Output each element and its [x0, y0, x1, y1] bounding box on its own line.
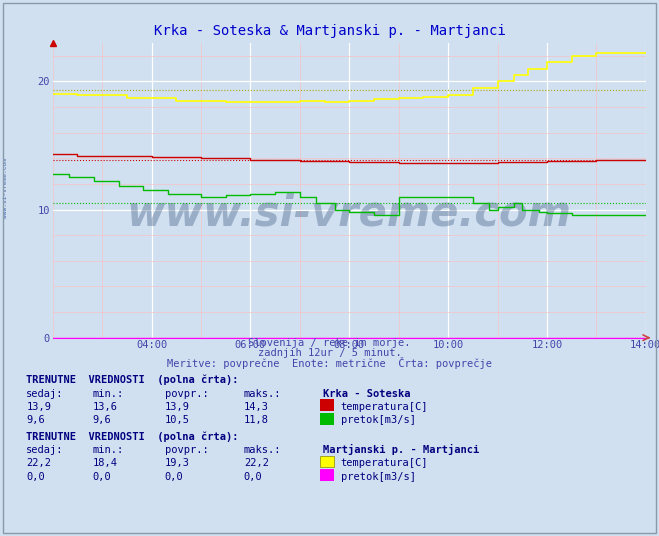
- Text: sedaj:: sedaj:: [26, 389, 64, 399]
- Text: 19,3: 19,3: [165, 458, 190, 468]
- Text: pretok[m3/s]: pretok[m3/s]: [341, 472, 416, 482]
- Text: maks.:: maks.:: [244, 389, 281, 399]
- Text: Krka - Soteska & Martjanski p. - Martjanci: Krka - Soteska & Martjanski p. - Martjan…: [154, 24, 505, 38]
- Text: 0,0: 0,0: [165, 472, 183, 482]
- Text: 13,9: 13,9: [26, 402, 51, 412]
- Text: zadnjih 12ur / 5 minut.: zadnjih 12ur / 5 minut.: [258, 348, 401, 359]
- Text: sedaj:: sedaj:: [26, 445, 64, 455]
- Text: 0,0: 0,0: [26, 472, 45, 482]
- Text: povpr.:: povpr.:: [165, 445, 208, 455]
- Text: temperatura[C]: temperatura[C]: [341, 402, 428, 412]
- Text: 18,4: 18,4: [92, 458, 117, 468]
- Text: Slovenija / reke in morje.: Slovenija / reke in morje.: [248, 338, 411, 348]
- Text: 14,3: 14,3: [244, 402, 269, 412]
- Text: povpr.:: povpr.:: [165, 389, 208, 399]
- Text: 13,9: 13,9: [165, 402, 190, 412]
- Text: pretok[m3/s]: pretok[m3/s]: [341, 415, 416, 426]
- Text: maks.:: maks.:: [244, 445, 281, 455]
- Text: temperatura[C]: temperatura[C]: [341, 458, 428, 468]
- Text: 9,6: 9,6: [26, 415, 45, 426]
- Text: Martjanski p. - Martjanci: Martjanski p. - Martjanci: [323, 444, 479, 455]
- Text: 22,2: 22,2: [244, 458, 269, 468]
- Text: TRENUTNE  VREDNOSTI  (polna črta):: TRENUTNE VREDNOSTI (polna črta):: [26, 431, 239, 442]
- Text: www.si-vreme.com: www.si-vreme.com: [127, 193, 572, 235]
- Text: 11,8: 11,8: [244, 415, 269, 426]
- Text: 22,2: 22,2: [26, 458, 51, 468]
- Text: 10,5: 10,5: [165, 415, 190, 426]
- Text: min.:: min.:: [92, 389, 123, 399]
- Text: TRENUTNE  VREDNOSTI  (polna črta):: TRENUTNE VREDNOSTI (polna črta):: [26, 375, 239, 385]
- Text: min.:: min.:: [92, 445, 123, 455]
- Text: www.si-vreme.com: www.si-vreme.com: [3, 158, 8, 218]
- Text: Krka - Soteska: Krka - Soteska: [323, 389, 411, 399]
- Text: 0,0: 0,0: [244, 472, 262, 482]
- Text: 9,6: 9,6: [92, 415, 111, 426]
- Text: Meritve: povprečne  Enote: metrične  Črta: povprečje: Meritve: povprečne Enote: metrične Črta:…: [167, 357, 492, 369]
- Text: 0,0: 0,0: [92, 472, 111, 482]
- Text: 13,6: 13,6: [92, 402, 117, 412]
